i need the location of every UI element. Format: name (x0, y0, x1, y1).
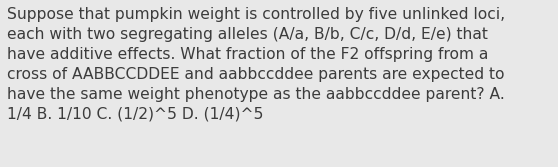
Text: Suppose that pumpkin weight is controlled by five unlinked loci,
each with two s: Suppose that pumpkin weight is controlle… (7, 7, 506, 122)
